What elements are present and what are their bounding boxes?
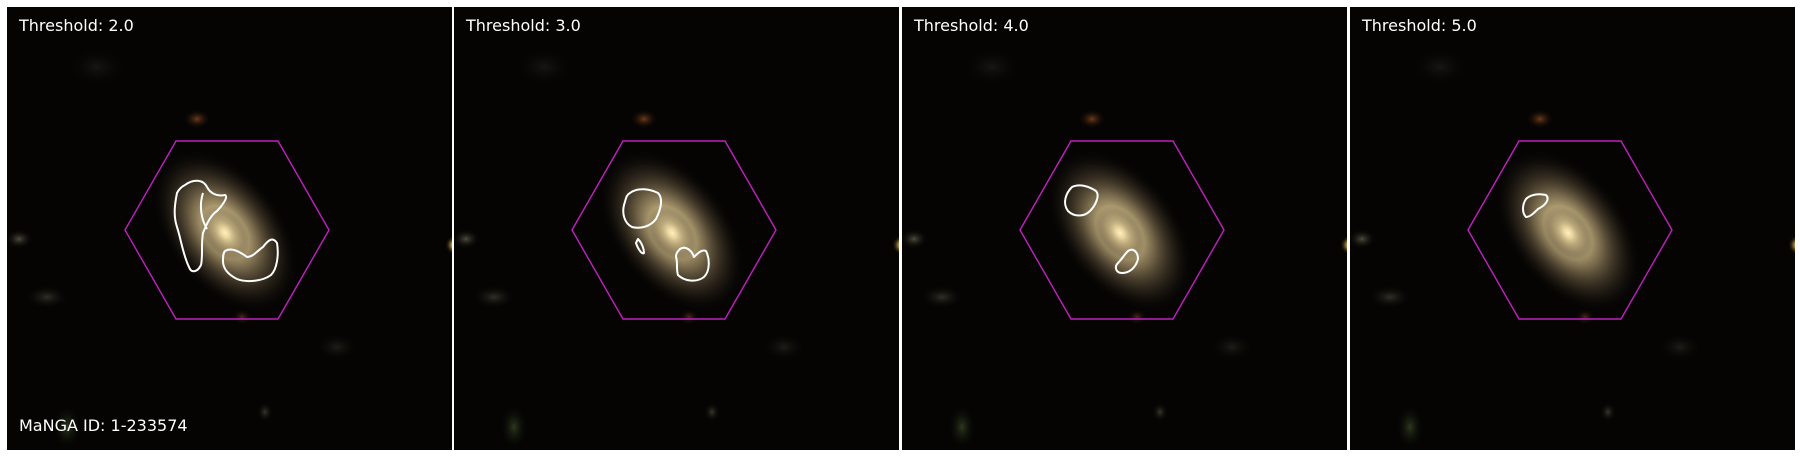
galaxy-image — [7, 7, 452, 450]
manga-id-label: MaNGA ID: 1-233574 — [19, 416, 188, 435]
panel-title: Threshold: 2.0 — [19, 16, 134, 35]
detection-contour-icon — [1064, 184, 1139, 274]
detection-contour-icon — [1522, 193, 1549, 218]
galaxy-image — [902, 7, 1347, 450]
panel-threshold-5: Threshold: 5.0 — [1350, 7, 1795, 450]
detection-contour-icon — [173, 179, 279, 283]
panel-threshold-4: Threshold: 4.0 — [902, 7, 1347, 450]
panel-threshold-2: Threshold: 2.0 MaNGA ID: 1-233574 — [7, 7, 452, 450]
panel-title: Threshold: 4.0 — [914, 16, 1029, 35]
panel-title: Threshold: 3.0 — [466, 16, 581, 35]
panel-threshold-3: Threshold: 3.0 — [454, 7, 899, 450]
galaxy-image — [1350, 7, 1795, 450]
contour-inner-detail — [199, 192, 208, 230]
detection-contour-icon — [622, 188, 710, 282]
panel-title: Threshold: 5.0 — [1362, 16, 1477, 35]
galaxy-image — [454, 7, 899, 450]
